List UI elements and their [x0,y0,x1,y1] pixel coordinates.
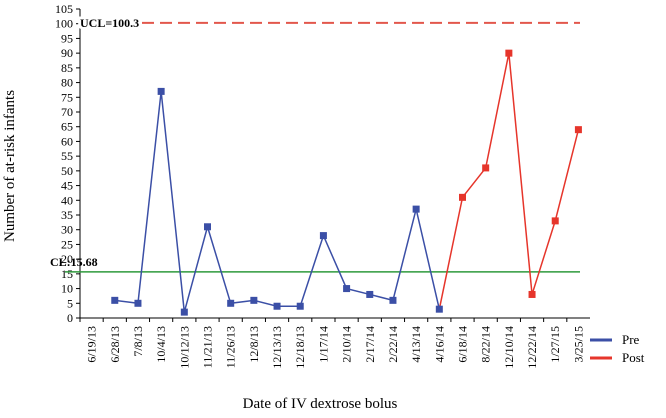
x-tick-label: 12/10/14 [502,326,516,369]
legend-label: Post [622,350,645,365]
y-tick-label: 95 [61,31,73,45]
y-tick-label: 40 [61,193,73,207]
data-point [204,223,211,231]
y-tick-label: 15 [61,267,73,281]
data-point [157,87,165,95]
y-tick-label: 105 [55,2,73,16]
x-tick-label: 12/22/14 [525,326,539,369]
legend-label: Pre [622,332,640,347]
data-point [482,164,490,172]
data-point [250,296,258,304]
y-tick-label: 30 [61,223,73,237]
x-tick-label: 6/18/14 [456,326,470,363]
y-axis-title: Number of at-risk infants [2,90,18,242]
series-line [461,52,580,295]
data-point [528,290,536,298]
y-tick-label: 100 [55,17,73,31]
y-tick-label: 35 [61,208,73,222]
series-line [114,91,441,313]
x-tick-label: 1/17/14 [316,326,330,363]
x-tick-label: 11/21/13 [201,326,215,368]
x-tick-label: 10/12/13 [177,326,191,369]
y-tick-label: 20 [61,252,73,266]
y-tick-label: 60 [61,134,73,148]
x-tick-label: 4/13/14 [409,326,423,363]
data-point [319,232,327,240]
data-point [227,299,235,307]
y-tick-label: 90 [61,46,73,60]
data-point [180,308,188,316]
y-tick-label: 5 [67,296,73,310]
y-tick-label: 45 [61,179,73,193]
x-tick-label: 4/16/14 [432,326,446,363]
x-tick-label: 3/25/15 [571,326,585,363]
x-tick-label: 12/13/13 [270,326,284,369]
y-tick-label: 75 [61,90,73,104]
data-point [574,126,582,134]
data-point [389,296,397,304]
y-tick-label: 50 [61,164,73,178]
x-tick-label: 7/8/13 [131,326,145,357]
data-point [435,305,443,313]
data-point [505,49,513,57]
data-point [366,290,374,298]
y-tick-label: 10 [61,282,73,296]
y-tick-label: 85 [61,61,73,75]
x-tick-label: 2/10/14 [340,326,354,363]
data-point [459,193,466,201]
x-axis-title: Date of IV dextrose bolus [243,396,398,412]
x-tick-label: 2/17/14 [363,326,377,363]
y-tick-label: 65 [61,120,73,134]
y-tick-label: 80 [61,76,73,90]
data-point [296,302,304,310]
data-point [412,205,420,213]
x-tick-label: 10/4/13 [154,326,168,363]
data-point [134,299,142,307]
x-tick-label: 8/22/14 [479,326,493,363]
data-point [551,217,559,225]
x-tick-label: 1/27/15 [548,326,562,363]
x-tick-label: 12/8/13 [247,326,261,363]
data-point [343,285,351,293]
control-limit-label: CL:15.68 [50,255,98,269]
data-point [111,296,119,304]
y-tick-label: 25 [61,237,73,251]
x-tick-label: 6/19/13 [85,326,99,363]
data-point [273,302,281,310]
y-tick-label: 0 [67,311,73,325]
series-connector [438,197,464,310]
y-tick-label: 55 [61,149,73,163]
y-tick-label: 70 [61,105,73,119]
control-limit-label: UCL=100.3 [80,16,139,30]
x-tick-label: 12/18/13 [293,326,307,369]
x-tick-label: 2/22/14 [386,326,400,363]
x-tick-label: 11/26/13 [224,326,238,368]
x-tick-label: 6/28/13 [108,326,122,363]
